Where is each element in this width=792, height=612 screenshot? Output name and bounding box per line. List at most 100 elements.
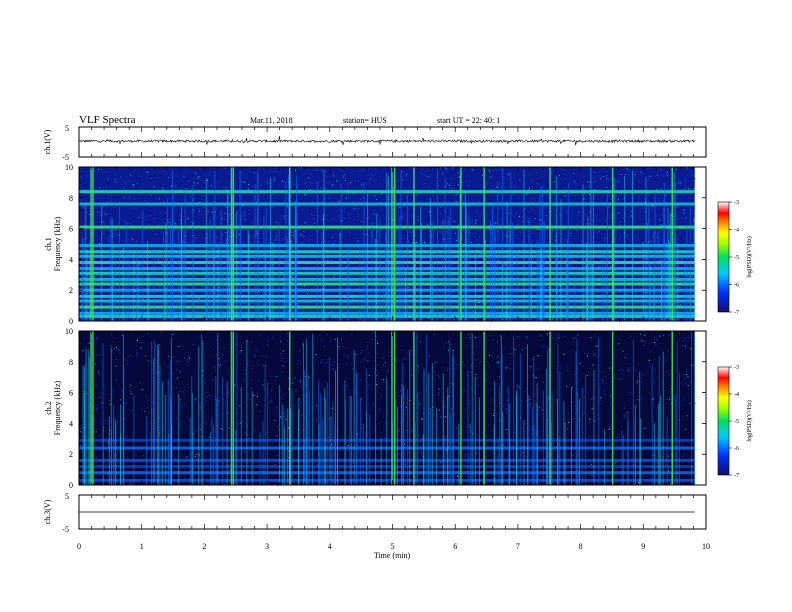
ch2-spec-pixel: [332, 368, 333, 370]
ch1-spec-pixel: [202, 269, 204, 271]
ch1-spec-pixel: [434, 285, 436, 287]
ch1-spec-pixel: [488, 170, 490, 171]
ch1-spec-pixel: [153, 188, 155, 190]
ch1-spec-pixel: [81, 237, 83, 238]
ch1-spec-pixel: [282, 181, 283, 183]
ch1-spec-pixel: [380, 193, 382, 195]
ch1-spec-pixel: [210, 248, 212, 249]
ch1-spec-pixel: [103, 233, 105, 235]
ch2-spec-pixel: [567, 413, 569, 415]
ch1-spec-pixel: [453, 221, 455, 222]
ch2-spec-pixel: [203, 483, 205, 485]
ch1-spec-pixel: [185, 229, 187, 230]
ch1-spec-sferic: [217, 245, 219, 321]
ch1-spec-pixel: [628, 217, 630, 219]
ch2-spec-sferic: [531, 406, 533, 485]
ch1-spec-pixel: [258, 219, 260, 220]
ch1-spec-pixel: [532, 240, 533, 242]
ch1-spec-pixel: [327, 182, 329, 184]
ch1-spec-pixel: [309, 303, 311, 305]
ch1-spec-pixel: [668, 188, 670, 190]
ch1-spec-pixel: [194, 239, 195, 241]
ch1-spec-pixel: [614, 239, 616, 241]
ch1-spec-pixel: [446, 183, 448, 185]
ch2-spec-pixel: [455, 435, 457, 437]
ch2-spec-sferic: [523, 420, 525, 485]
ch2-spec-pixel: [155, 475, 157, 477]
ch1-spec-pixel: [694, 210, 696, 212]
ch1-spec-sferic: [367, 193, 369, 321]
ch2-spec-pixel: [404, 372, 406, 374]
ch1-spec-pixel: [350, 214, 352, 216]
ch2-spec-pixel: [288, 427, 290, 429]
ch2-spec-pixel: [470, 372, 472, 374]
ch2-spec-pixel: [489, 430, 491, 432]
ch1-spec-pixel: [207, 173, 209, 175]
ch2-spec-pixel: [185, 389, 187, 391]
ch1-spec-pixel: [453, 167, 455, 169]
ch2-spec-pixel: [122, 334, 124, 336]
ch1-spec-pixel: [608, 206, 610, 208]
ch2-spec-pixel: [89, 342, 91, 344]
ch2-spec-pixel: [420, 341, 422, 343]
ch1-spec-pixel: [403, 171, 405, 173]
ch2-spec-sferic: [216, 398, 217, 485]
ch1-spec-pixel: [443, 201, 445, 203]
ch2-spec-sferic: [533, 356, 535, 485]
ch1-spec-pixel: [341, 220, 343, 221]
ch1-spec-pixel: [193, 182, 195, 183]
ch1-spec-pixel: [320, 187, 322, 189]
ch1-spec-pixel: [259, 257, 261, 259]
ch2-spec-pixel: [145, 355, 147, 357]
ch2-spec-pixel: [136, 352, 137, 354]
ch1-spec-pixel: [519, 179, 521, 181]
ch1-spec-pixel: [164, 218, 166, 220]
ch1-spec-pixel: [615, 259, 617, 261]
ch1-spec-pixel: [98, 291, 100, 293]
ch1-spec-pixel: [365, 233, 367, 235]
ch2-spec-pixel: [641, 381, 643, 383]
ch1-spec-pixel: [631, 212, 633, 214]
ch1-spec-pixel: [399, 206, 401, 208]
ch1-spec-pixel: [416, 287, 418, 289]
ch2-spec-pixel: [204, 378, 206, 380]
ch1-spec-pixel: [404, 175, 406, 177]
ch2-spec-pixel: [366, 345, 368, 347]
ch2-spec-pixel: [209, 394, 211, 396]
ch1-spec-pixel: [177, 276, 179, 278]
ch2-spec-pixel: [215, 371, 217, 372]
ch2-spec-pixel: [106, 420, 107, 422]
ch1-spec-pixel: [236, 211, 238, 213]
ch2-spec-pixel: [681, 441, 683, 443]
ch2-spec-pixel: [666, 370, 668, 372]
ch1-spec-pixel: [397, 211, 399, 213]
ch1-spec-sferic: [177, 225, 179, 321]
ch1-spec-pixel: [350, 286, 352, 288]
ch1-spec-pixel: [115, 181, 117, 183]
ch1-spec-pixel: [553, 170, 555, 172]
ch1-spec-pixel: [204, 181, 205, 183]
ch2-spec-pixel: [254, 355, 256, 357]
ch1-spec-pixel: [441, 171, 443, 173]
ch1-spec-pixel: [354, 180, 356, 182]
ch1-spec-sferic: [294, 255, 296, 321]
ch1-spec-sferic: [170, 221, 171, 321]
ch1-spec-pixel: [128, 180, 130, 182]
ch2-spec-pixel: [276, 407, 278, 409]
ch2-spec-pixel: [186, 383, 188, 385]
ch2-spec-pixel: [290, 343, 292, 345]
ch2-spec-pixel: [252, 393, 254, 395]
ch2-spec-pixel: [327, 333, 329, 335]
ch2-spec-sferic: [578, 399, 580, 485]
ch2-spec-pixel: [411, 430, 413, 432]
ch2-spec-pixel: [466, 375, 468, 377]
ch1-spec-pixel: [527, 185, 529, 187]
ch2-spec-pixel: [634, 369, 636, 371]
ch1-spec-pixel: [442, 193, 444, 195]
ch1-spec-ytick-label: 6: [69, 225, 73, 234]
ch2-spec-pixel: [681, 456, 683, 458]
ch1-spec-pixel: [125, 181, 127, 183]
ch1-spec-pixel: [552, 229, 554, 231]
ch1-spec-pixel: [431, 174, 432, 176]
